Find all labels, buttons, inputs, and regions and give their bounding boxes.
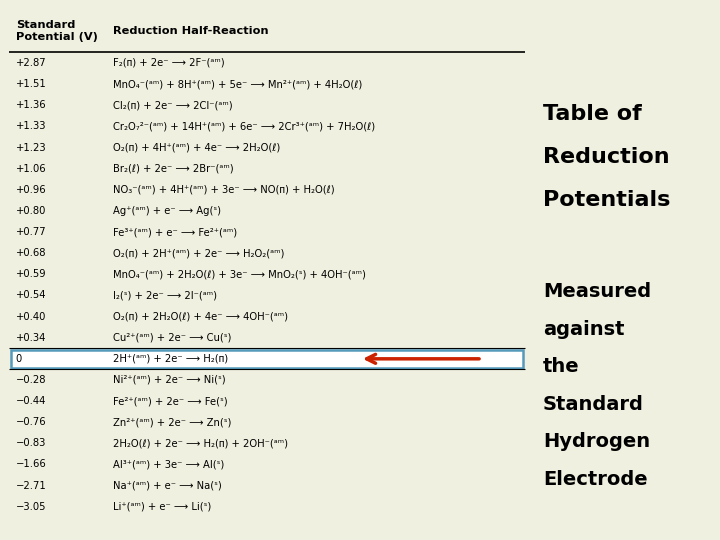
- Text: Table of: Table of: [543, 104, 642, 124]
- Text: −2.71: −2.71: [16, 481, 47, 491]
- Text: 2H⁺(ᵃᵐ) + 2e⁻ ⟶ H₂(ᴨ): 2H⁺(ᵃᵐ) + 2e⁻ ⟶ H₂(ᴨ): [112, 354, 228, 364]
- Text: Potentials: Potentials: [543, 190, 670, 210]
- Text: Reduction: Reduction: [543, 147, 670, 167]
- Text: Electrode: Electrode: [543, 470, 647, 489]
- Text: Reduction Half-Reaction: Reduction Half-Reaction: [112, 25, 268, 36]
- Text: Br₂(ℓ) + 2e⁻ ⟶ 2Br⁻(ᵃᵐ): Br₂(ℓ) + 2e⁻ ⟶ 2Br⁻(ᵃᵐ): [112, 164, 233, 174]
- Text: the: the: [543, 357, 580, 376]
- Text: MnO₄⁻(ᵃᵐ) + 8H⁺(ᵃᵐ) + 5e⁻ ⟶ Mn²⁺(ᵃᵐ) + 4H₂O(ℓ): MnO₄⁻(ᵃᵐ) + 8H⁺(ᵃᵐ) + 5e⁻ ⟶ Mn²⁺(ᵃᵐ) + 4…: [112, 79, 362, 89]
- Text: +1.06: +1.06: [16, 164, 46, 174]
- Text: O₂(ᴨ) + 2H₂O(ℓ) + 4e⁻ ⟶ 4OH⁻(ᵃᵐ): O₂(ᴨ) + 2H₂O(ℓ) + 4e⁻ ⟶ 4OH⁻(ᵃᵐ): [112, 312, 287, 321]
- Text: +0.80: +0.80: [16, 206, 46, 216]
- Text: Measured: Measured: [543, 282, 651, 301]
- Text: −0.44: −0.44: [16, 396, 46, 406]
- Text: 2H₂O(ℓ) + 2e⁻ ⟶ H₂(ᴨ) + 2OH⁻(ᵃᵐ): 2H₂O(ℓ) + 2e⁻ ⟶ H₂(ᴨ) + 2OH⁻(ᵃᵐ): [112, 438, 287, 448]
- Text: O₂(ᴨ) + 2H⁺(ᵃᵐ) + 2e⁻ ⟶ H₂O₂(ᵃᵐ): O₂(ᴨ) + 2H⁺(ᵃᵐ) + 2e⁻ ⟶ H₂O₂(ᵃᵐ): [112, 248, 284, 258]
- Text: I₂(ˢ) + 2e⁻ ⟶ 2I⁻(ᵃᵐ): I₂(ˢ) + 2e⁻ ⟶ 2I⁻(ᵃᵐ): [112, 291, 217, 300]
- Text: O₂(ᴨ) + 4H⁺(ᵃᵐ) + 4e⁻ ⟶ 2H₂O(ℓ): O₂(ᴨ) + 4H⁺(ᵃᵐ) + 4e⁻ ⟶ 2H₂O(ℓ): [112, 143, 280, 152]
- Text: Cr₂O₇²⁻(ᵃᵐ) + 14H⁺(ᵃᵐ) + 6e⁻ ⟶ 2Cr³⁺(ᵃᵐ) + 7H₂O(ℓ): Cr₂O₇²⁻(ᵃᵐ) + 14H⁺(ᵃᵐ) + 6e⁻ ⟶ 2Cr³⁺(ᵃᵐ)…: [112, 122, 374, 131]
- Text: Al³⁺(ᵃᵐ) + 3e⁻ ⟶ Al(ˢ): Al³⁺(ᵃᵐ) + 3e⁻ ⟶ Al(ˢ): [112, 460, 224, 469]
- Text: Fe²⁺(ᵃᵐ) + 2e⁻ ⟶ Fe(ˢ): Fe²⁺(ᵃᵐ) + 2e⁻ ⟶ Fe(ˢ): [112, 396, 228, 406]
- Text: +0.96: +0.96: [16, 185, 46, 195]
- Text: against: against: [543, 320, 624, 339]
- Text: −0.76: −0.76: [16, 417, 46, 427]
- Text: +0.54: +0.54: [16, 291, 46, 300]
- Text: Cl₂(ᴨ) + 2e⁻ ⟶ 2Cl⁻(ᵃᵐ): Cl₂(ᴨ) + 2e⁻ ⟶ 2Cl⁻(ᵃᵐ): [112, 100, 232, 110]
- Text: −0.28: −0.28: [16, 375, 46, 385]
- Text: +0.34: +0.34: [16, 333, 46, 343]
- FancyBboxPatch shape: [9, 17, 525, 528]
- Text: +0.59: +0.59: [16, 269, 46, 279]
- Text: Hydrogen: Hydrogen: [543, 433, 650, 451]
- Text: −3.05: −3.05: [16, 502, 46, 512]
- Text: Zn²⁺(ᵃᵐ) + 2e⁻ ⟶ Zn(ˢ): Zn²⁺(ᵃᵐ) + 2e⁻ ⟶ Zn(ˢ): [112, 417, 231, 427]
- Text: Cu²⁺(ᵃᵐ) + 2e⁻ ⟶ Cu(ˢ): Cu²⁺(ᵃᵐ) + 2e⁻ ⟶ Cu(ˢ): [112, 333, 231, 343]
- Text: +1.23: +1.23: [16, 143, 46, 152]
- FancyBboxPatch shape: [11, 350, 523, 368]
- Text: +1.33: +1.33: [16, 122, 46, 131]
- Text: Ag⁺(ᵃᵐ) + e⁻ ⟶ Ag(ˢ): Ag⁺(ᵃᵐ) + e⁻ ⟶ Ag(ˢ): [112, 206, 220, 216]
- Text: +0.40: +0.40: [16, 312, 46, 321]
- Text: NO₃⁻(ᵃᵐ) + 4H⁺(ᵃᵐ) + 3e⁻ ⟶ NO(ᴨ) + H₂O(ℓ): NO₃⁻(ᵃᵐ) + 4H⁺(ᵃᵐ) + 3e⁻ ⟶ NO(ᴨ) + H₂O(ℓ…: [112, 185, 334, 195]
- Text: +0.68: +0.68: [16, 248, 46, 258]
- Text: 0: 0: [16, 354, 22, 364]
- Text: +1.36: +1.36: [16, 100, 46, 110]
- Text: Na⁺(ᵃᵐ) + e⁻ ⟶ Na(ˢ): Na⁺(ᵃᵐ) + e⁻ ⟶ Na(ˢ): [112, 481, 221, 491]
- Text: +1.51: +1.51: [16, 79, 47, 89]
- Text: Ni²⁺(ᵃᵐ) + 2e⁻ ⟶ Ni(ˢ): Ni²⁺(ᵃᵐ) + 2e⁻ ⟶ Ni(ˢ): [112, 375, 225, 385]
- Text: −0.83: −0.83: [16, 438, 46, 448]
- Text: +2.87: +2.87: [16, 58, 46, 68]
- Text: +0.77: +0.77: [16, 227, 46, 237]
- Text: Standard: Standard: [543, 395, 644, 414]
- Text: MnO₄⁻(ᵃᵐ) + 2H₂O(ℓ) + 3e⁻ ⟶ MnO₂(ˢ) + 4OH⁻(ᵃᵐ): MnO₄⁻(ᵃᵐ) + 2H₂O(ℓ) + 3e⁻ ⟶ MnO₂(ˢ) + 4O…: [112, 269, 366, 279]
- Text: Li⁺(ᵃᵐ) + e⁻ ⟶ Li(ˢ): Li⁺(ᵃᵐ) + e⁻ ⟶ Li(ˢ): [112, 502, 211, 512]
- Text: −1.66: −1.66: [16, 460, 47, 469]
- Text: F₂(ᴨ) + 2e⁻ ⟶ 2F⁻(ᵃᵐ): F₂(ᴨ) + 2e⁻ ⟶ 2F⁻(ᵃᵐ): [112, 58, 224, 68]
- Text: Fe³⁺(ᵃᵐ) + e⁻ ⟶ Fe²⁺(ᵃᵐ): Fe³⁺(ᵃᵐ) + e⁻ ⟶ Fe²⁺(ᵃᵐ): [112, 227, 237, 237]
- Text: Standard
Potential (V): Standard Potential (V): [16, 20, 98, 42]
